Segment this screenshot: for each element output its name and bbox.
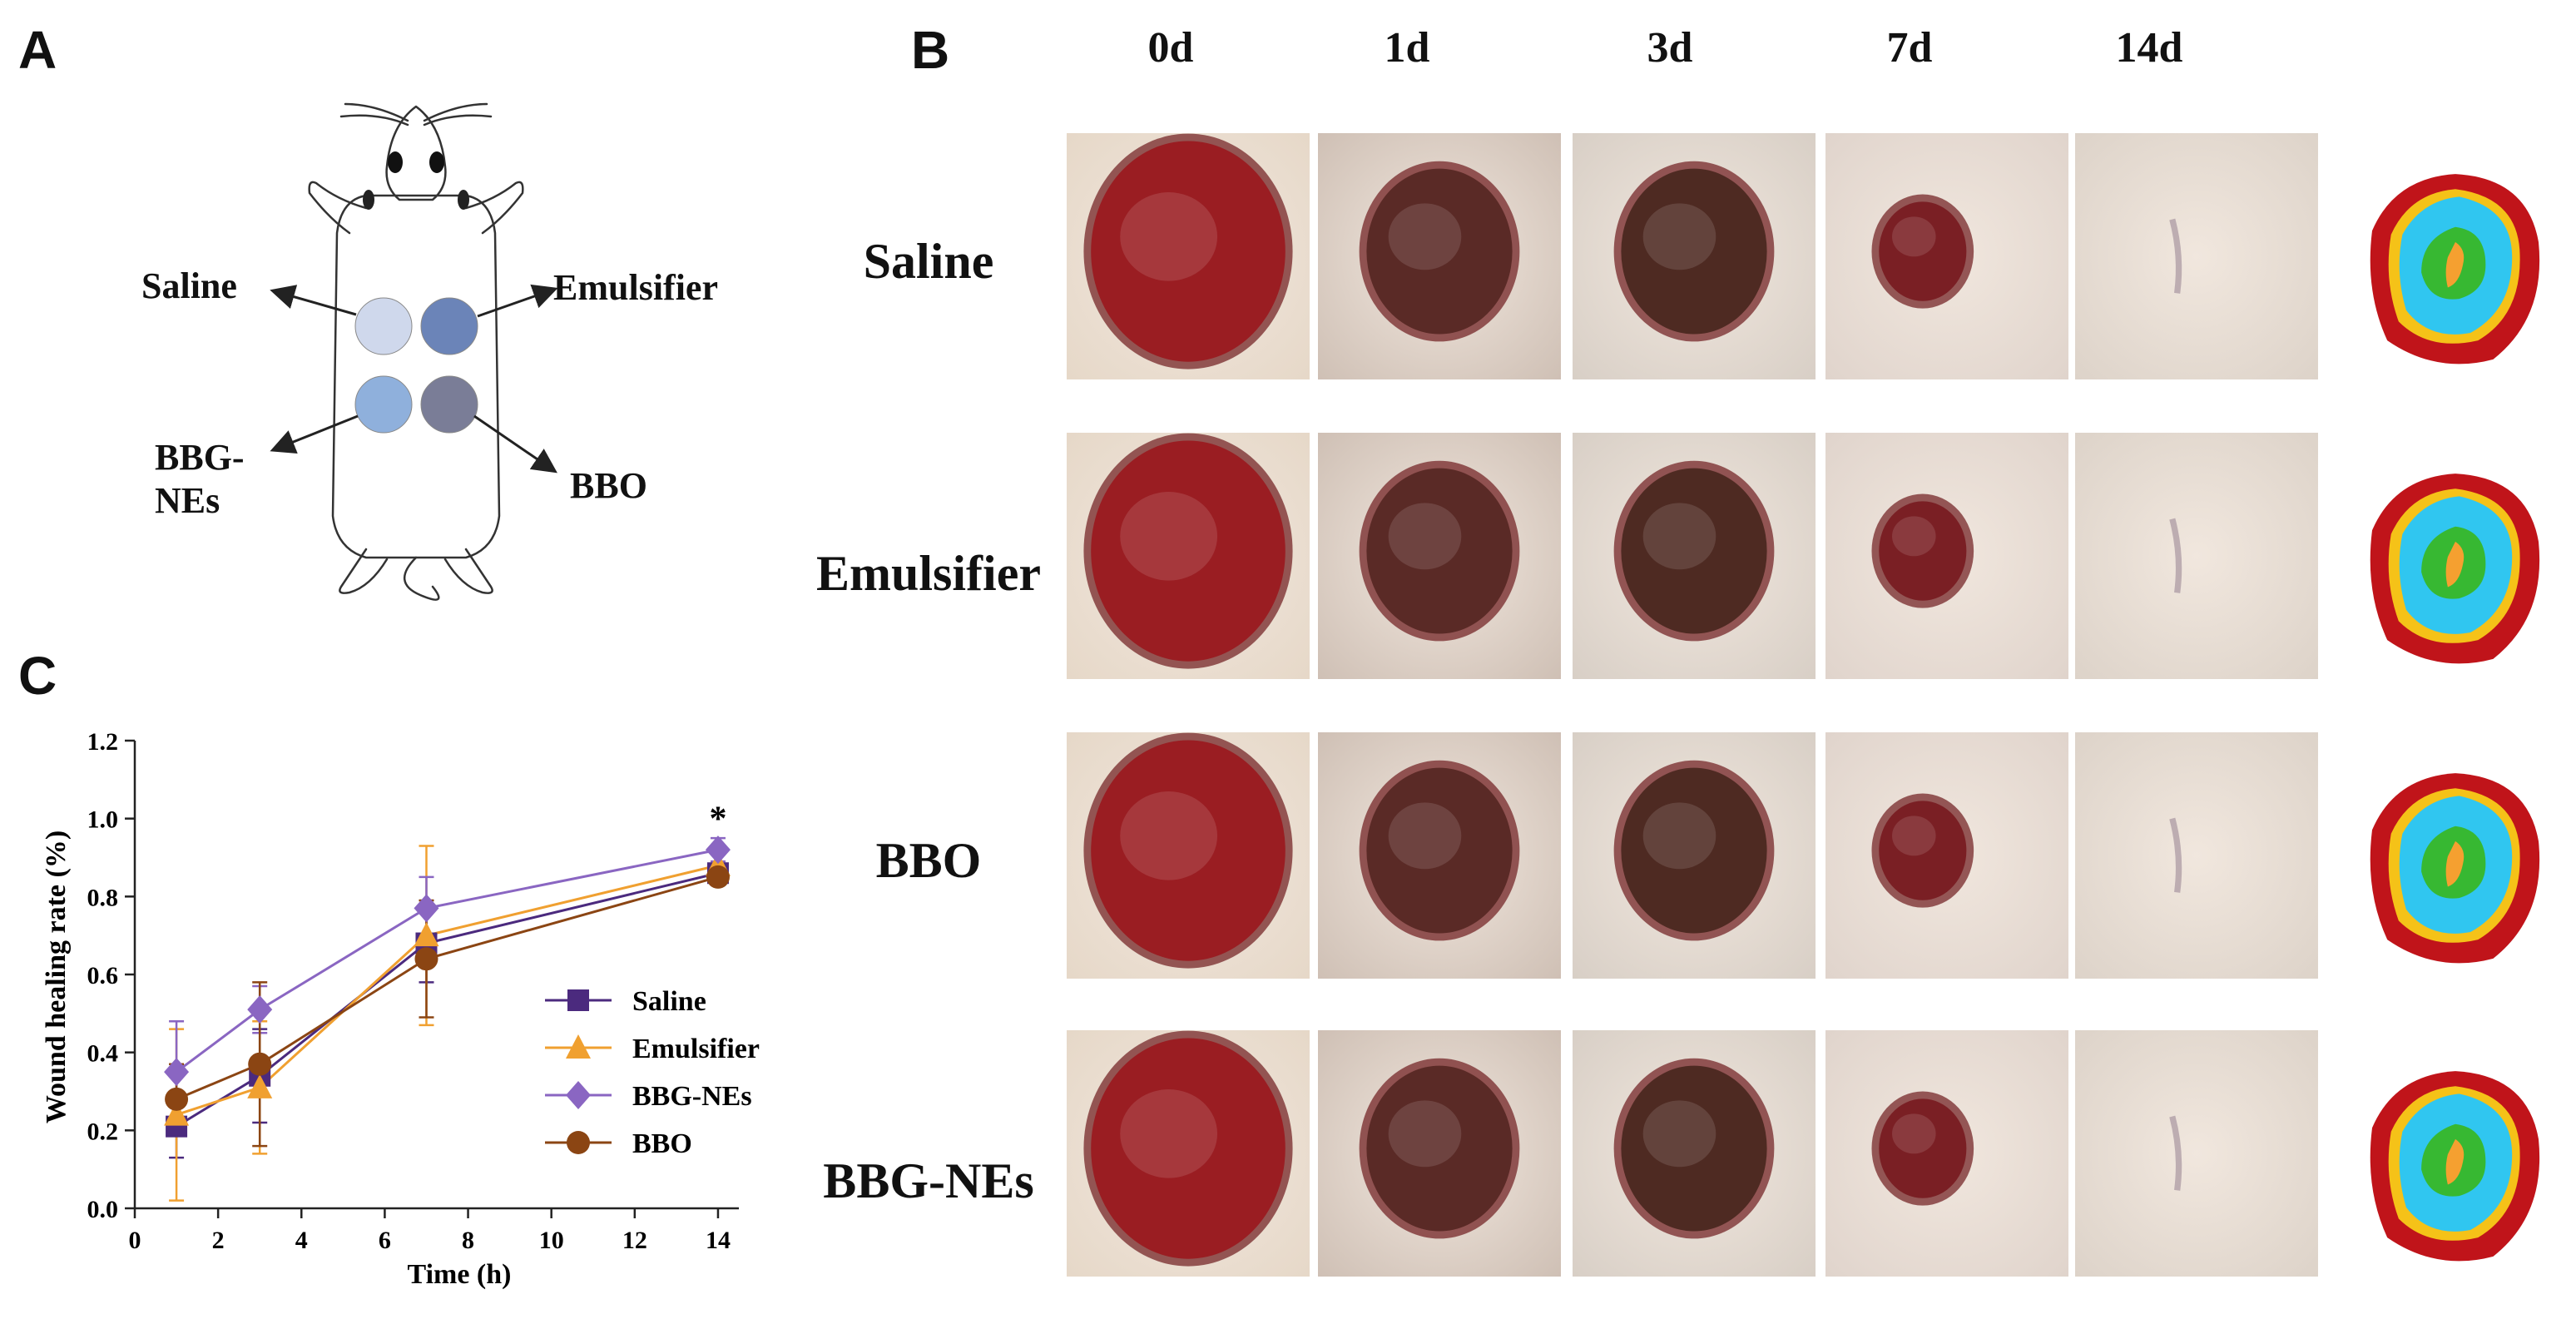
bbo-point bbox=[248, 1052, 272, 1076]
wound-photo bbox=[1573, 133, 1816, 379]
y-tick-label: 1.0 bbox=[87, 806, 119, 834]
row-label-bbo: BBO bbox=[875, 833, 982, 888]
bbg-nes-line bbox=[176, 848, 719, 1074]
emulsifier-point bbox=[164, 1101, 190, 1126]
x-axis-title: Time (h) bbox=[408, 1259, 512, 1290]
bbg-nes-point bbox=[247, 995, 273, 1024]
bbg-nes-point bbox=[705, 836, 731, 865]
panel-a-label: A bbox=[18, 20, 57, 80]
x-tick-label: 4 bbox=[295, 1227, 308, 1254]
saline-label: Saline bbox=[141, 265, 237, 306]
wound-photo bbox=[1067, 1030, 1310, 1277]
saline-arrow bbox=[270, 285, 357, 316]
bbo-legend-marker bbox=[567, 1131, 590, 1154]
wound-photo bbox=[2075, 133, 2318, 379]
y-axis-title: Wound healing rate (%) bbox=[41, 831, 72, 1123]
emulsifier-arrow bbox=[477, 284, 558, 318]
day-7-label: 7d bbox=[1886, 24, 1933, 72]
row-label-saline: Saline bbox=[863, 234, 994, 289]
emulsifier-legend-marker bbox=[566, 1034, 591, 1059]
y-tick-label: 0.4 bbox=[87, 1040, 119, 1068]
wound-area-map bbox=[2360, 766, 2551, 974]
mouse-diagram: Saline Emulsifier BBO bbox=[141, 102, 718, 601]
x-tick-label: 6 bbox=[379, 1227, 391, 1254]
x-tick-label: 8 bbox=[462, 1227, 474, 1254]
wound-photo bbox=[1318, 133, 1561, 379]
panel-b-label: B bbox=[911, 20, 950, 80]
bbg-nes-label: BBG- NEs bbox=[155, 437, 245, 521]
significance-marker: * bbox=[709, 801, 726, 839]
wound-healing-chart: 0.0 0.2 0.4 0.6 0.8 1.0 1.2 0 2 4 6 8 10 12 14 Saline E… bbox=[41, 728, 760, 1290]
panel-c-label: C bbox=[18, 646, 57, 706]
bbg-nes-spot bbox=[354, 375, 413, 434]
y-tick-label: 0.6 bbox=[87, 962, 119, 989]
bbo-point bbox=[706, 865, 730, 889]
wound-photo bbox=[1825, 433, 2068, 679]
x-tick-label: 12 bbox=[622, 1227, 647, 1254]
emulsifier-legend-label: Emulsifier bbox=[632, 1034, 760, 1064]
wound-photo bbox=[1067, 133, 1310, 379]
emulsifier-point bbox=[414, 922, 439, 947]
saline-legend-marker bbox=[567, 989, 589, 1011]
wound-photo bbox=[2075, 732, 2318, 979]
bbg-nes-legend-marker bbox=[566, 1081, 591, 1109]
bbg-nes-arrow bbox=[270, 414, 359, 454]
row-label-emulsifier: Emulsifier bbox=[816, 546, 1041, 601]
emulsifier-spot bbox=[420, 297, 478, 355]
day-1-label: 1d bbox=[1384, 24, 1430, 72]
wound-photo bbox=[1573, 433, 1816, 679]
emulsifier-point bbox=[247, 1074, 273, 1098]
wound-area-map bbox=[2360, 466, 2551, 674]
wound-photo bbox=[1573, 732, 1816, 979]
wound-photo bbox=[1067, 732, 1310, 979]
day-0-label: 0d bbox=[1147, 24, 1194, 72]
bbg-nes-point bbox=[414, 894, 439, 923]
bbo-label: BBO bbox=[570, 465, 647, 506]
y-tick-label: 0.2 bbox=[87, 1118, 119, 1145]
wound-photo bbox=[1318, 732, 1561, 979]
saline-legend-label: Saline bbox=[632, 986, 706, 1017]
wound-photo bbox=[1825, 133, 2068, 379]
x-tick-label: 10 bbox=[539, 1227, 564, 1254]
bbo-legend-label: BBO bbox=[632, 1128, 692, 1159]
bbo-point bbox=[414, 947, 438, 971]
wound-photo bbox=[1825, 732, 2068, 979]
x-tick-label: 14 bbox=[706, 1227, 731, 1254]
wound-photo bbox=[1825, 1030, 2068, 1277]
bbo-arrow bbox=[473, 414, 557, 474]
bbo-spot bbox=[420, 375, 478, 434]
wound-photo bbox=[2075, 433, 2318, 679]
y-tick-label: 1.2 bbox=[87, 728, 119, 756]
saline-spot bbox=[354, 297, 413, 355]
x-tick-label: 0 bbox=[129, 1227, 141, 1254]
bbo-line bbox=[176, 875, 719, 1101]
wound-area-map bbox=[2360, 1064, 2551, 1272]
x-tick-label: 2 bbox=[212, 1227, 225, 1254]
bbg-nes-legend-label: BBG-NEs bbox=[632, 1081, 752, 1112]
wound-photo bbox=[1318, 433, 1561, 679]
wound-photo bbox=[1318, 1030, 1561, 1277]
wound-photo bbox=[1067, 433, 1310, 679]
day-3-label: 3d bbox=[1647, 24, 1693, 72]
wound-photo bbox=[1573, 1030, 1816, 1277]
row-label-bbg-nes: BBG-NEs bbox=[823, 1153, 1034, 1208]
wound-area-map bbox=[2360, 166, 2551, 374]
bbo-point bbox=[165, 1087, 189, 1111]
emulsifier-label: Emulsifier bbox=[553, 267, 718, 308]
y-tick-label: 0.0 bbox=[87, 1196, 119, 1223]
day-14-label: 14d bbox=[2115, 24, 2183, 72]
wound-photo bbox=[2075, 1030, 2318, 1277]
bbg-nes-point bbox=[164, 1058, 190, 1087]
y-tick-label: 0.8 bbox=[87, 884, 119, 911]
